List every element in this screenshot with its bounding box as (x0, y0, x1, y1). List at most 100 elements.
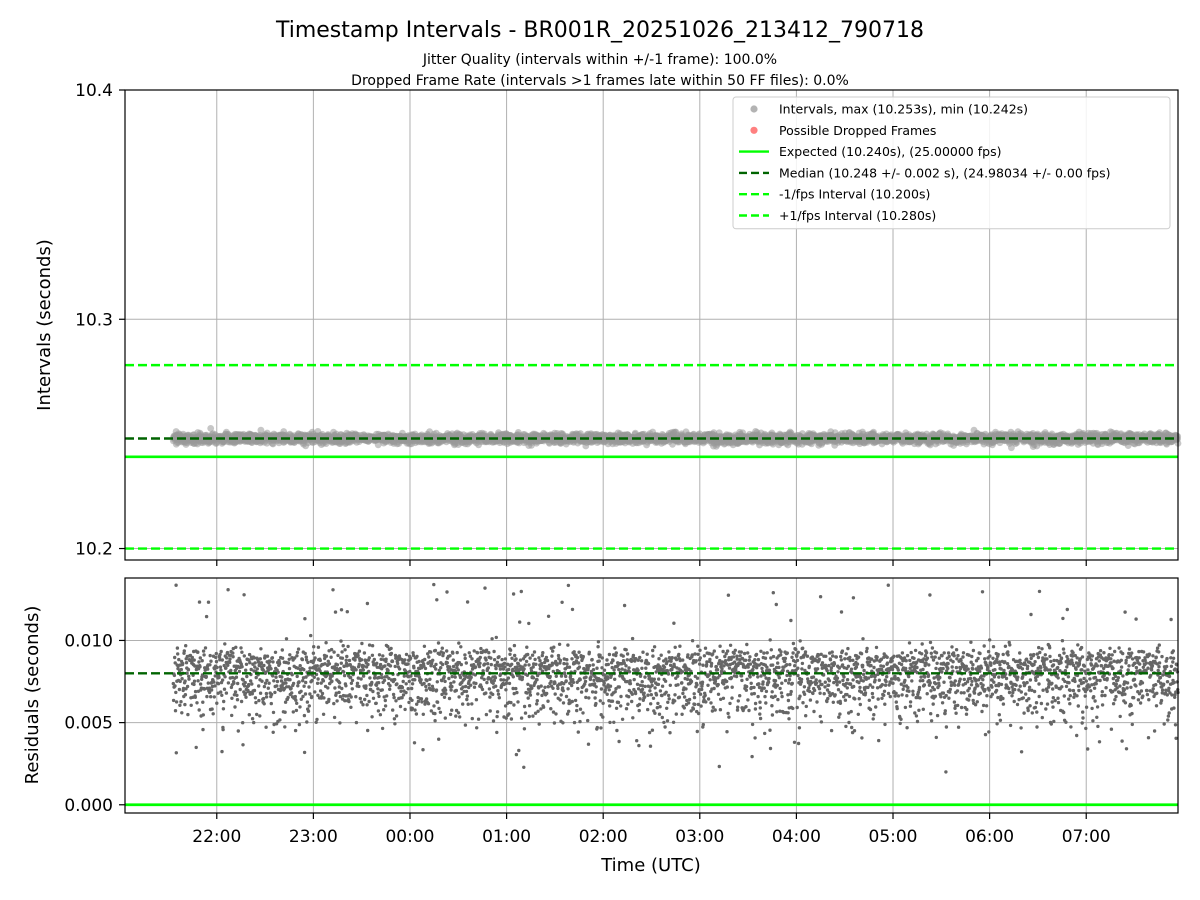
residual-point (221, 707, 226, 711)
residual-point (433, 719, 437, 723)
residual-point (192, 682, 196, 687)
residual-point (313, 656, 317, 660)
residual-point (371, 689, 375, 694)
residual-point (389, 651, 394, 656)
residual-point (382, 678, 387, 683)
residual-point (401, 679, 405, 684)
residual-point (180, 711, 184, 715)
residual-point (239, 646, 243, 650)
residual-point (288, 678, 292, 682)
residual-point (301, 694, 305, 699)
residual-point (424, 684, 428, 689)
residual-point (508, 652, 512, 656)
residual-point (309, 633, 313, 638)
residual-point (385, 694, 389, 698)
residual-point (174, 690, 178, 695)
residual-point (289, 686, 293, 691)
residual-point (219, 649, 223, 654)
residual-point (247, 682, 251, 687)
residual-point (274, 675, 278, 679)
residual-point (180, 677, 184, 681)
residual-point (345, 654, 349, 659)
residual-point (329, 647, 334, 652)
residual-point (449, 688, 453, 692)
residual-point (442, 675, 446, 679)
residual-point (390, 659, 395, 664)
residual-point (341, 644, 345, 648)
residual-point (408, 656, 413, 660)
residual-point (257, 698, 261, 703)
residual-point (284, 637, 289, 641)
residual-point (434, 667, 438, 671)
residual-point (388, 664, 393, 668)
residual-point (339, 639, 343, 643)
residual-point (361, 674, 366, 678)
residual-point (407, 679, 411, 684)
residual-point (283, 710, 287, 714)
residual-point (342, 670, 346, 674)
residual-point (365, 693, 369, 698)
residual-point (265, 654, 270, 658)
residual-point (241, 743, 245, 747)
residual-point (513, 653, 517, 658)
residual-point (197, 660, 201, 664)
residual-point (315, 681, 320, 685)
residual-point (403, 658, 407, 662)
residual-point (426, 702, 431, 706)
residual-point (271, 660, 275, 664)
residual-point (223, 675, 227, 679)
residual-point (465, 697, 469, 702)
residual-point (472, 685, 477, 689)
residual-point (406, 687, 410, 691)
residual-point (413, 678, 417, 682)
residual-point (340, 650, 344, 654)
residual-point (344, 684, 348, 688)
residual-point (474, 681, 478, 686)
residual-point (234, 675, 239, 679)
residual-point (208, 653, 212, 658)
residual-point (503, 657, 508, 661)
residual-point (495, 714, 499, 719)
residual-point (264, 695, 269, 699)
residual-point (212, 680, 216, 684)
residual-point (444, 692, 448, 696)
residual-point (249, 679, 253, 683)
residual-point (400, 685, 405, 690)
residual-point (393, 677, 397, 682)
residual-point (269, 701, 273, 706)
residual-point (252, 720, 256, 725)
residual-point (509, 700, 513, 705)
residual-point (391, 708, 395, 712)
residual-point (316, 677, 320, 681)
residual-point (458, 675, 463, 680)
residual-point (337, 681, 342, 685)
residual-point (254, 675, 258, 680)
residual-point (255, 667, 259, 671)
residual-point (296, 684, 300, 688)
residual-point (242, 593, 246, 597)
residual-point (307, 685, 311, 689)
residual-point (420, 700, 424, 704)
legend-label: Intervals, max (10.253s), min (10.242s) (779, 102, 1028, 117)
residual-point (332, 650, 336, 654)
residual-point (363, 697, 367, 702)
interval-point (257, 426, 265, 434)
residual-point (495, 710, 500, 714)
residual-point (284, 681, 288, 685)
residual-point (253, 661, 257, 665)
residual-point (424, 697, 429, 701)
residual-point (229, 668, 233, 673)
residual-point (201, 700, 205, 704)
residual-point (318, 658, 322, 663)
chart-title: Timestamp Intervals - BR001R_20251026_21… (275, 18, 924, 43)
residual-point (203, 646, 208, 650)
residual-point (230, 696, 234, 700)
residual-point (484, 712, 489, 717)
residual-point (211, 712, 215, 716)
residual-point (388, 684, 392, 688)
residual-point (181, 661, 185, 666)
residual-point (465, 694, 470, 698)
residual-point (335, 699, 339, 703)
residual-point (406, 662, 410, 666)
